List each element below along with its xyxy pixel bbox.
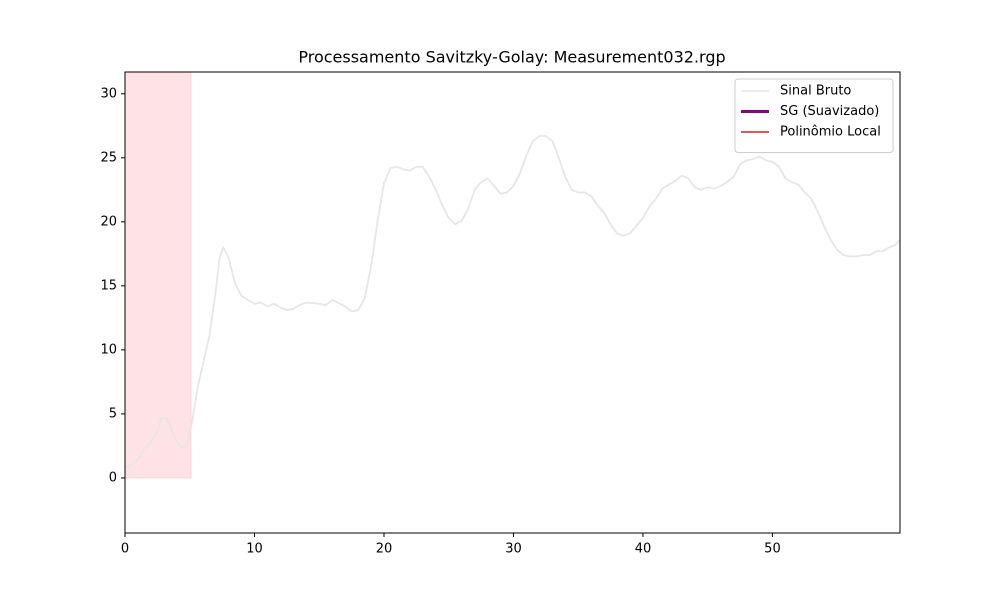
legend-label: Sinal Bruto	[780, 84, 851, 99]
y-tick-label: 10	[100, 342, 117, 357]
x-tick-label: 10	[246, 542, 263, 557]
plot-frame	[124, 71, 901, 534]
x-tick-label: 40	[635, 542, 652, 557]
chart-title: Processamento Savitzky-Golay: Measuremen…	[298, 48, 725, 67]
y-tick-label: 20	[100, 214, 117, 229]
x-tick-label: 0	[121, 542, 129, 557]
y-tick-label: 30	[100, 86, 117, 101]
data-line	[124, 135, 901, 469]
y-tick-label: 0	[109, 470, 117, 485]
highlight-region	[124, 71, 192, 479]
x-tick-label: 50	[764, 542, 781, 557]
legend-label: SG (Suavizado)	[780, 104, 879, 119]
x-tick-label: 30	[505, 542, 522, 557]
legend-label: Polinômio Local	[780, 125, 881, 140]
legend-box	[734, 78, 894, 153]
x-tick-label: 20	[376, 542, 393, 557]
y-tick-label: 25	[100, 150, 117, 165]
y-tick-label: 5	[109, 406, 117, 421]
y-tick-label: 15	[100, 278, 117, 293]
